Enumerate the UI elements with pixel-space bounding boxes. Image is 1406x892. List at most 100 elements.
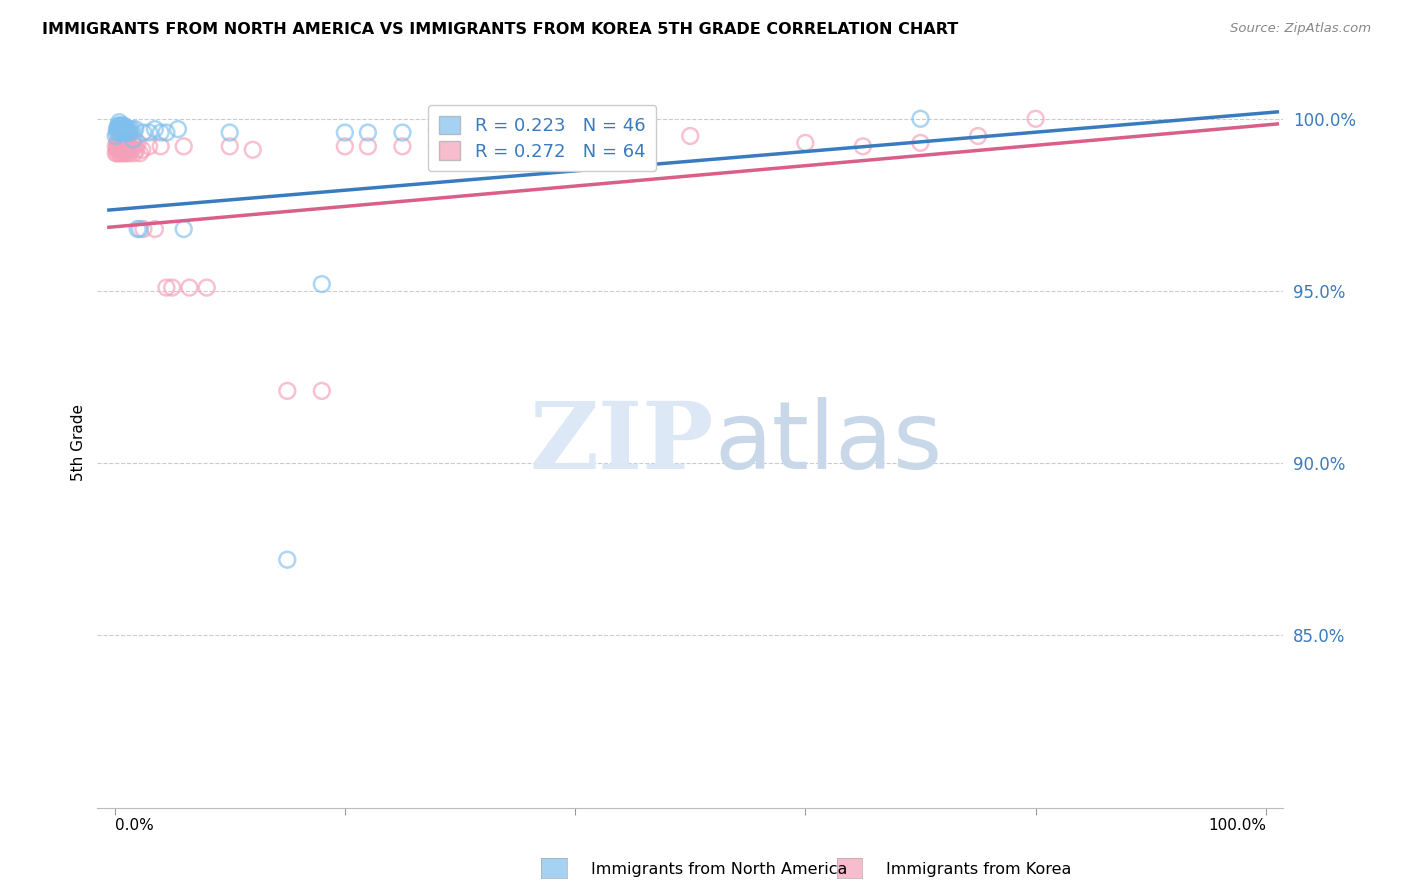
Point [117, 126, 139, 140]
Point [160, 280, 183, 294]
Point [118, 122, 141, 136]
Point [107, 136, 129, 150]
Point [218, 139, 240, 153]
Point [333, 139, 356, 153]
Point [107, 122, 129, 136]
Point [105, 122, 128, 136]
Point [110, 136, 132, 150]
Point [121, 122, 143, 136]
Point [108, 139, 131, 153]
Point [115, 136, 138, 150]
Point [115, 122, 138, 136]
Point [173, 139, 195, 153]
Point [114, 126, 136, 140]
Point [107, 143, 129, 157]
Point [114, 139, 136, 153]
Point [117, 139, 139, 153]
Point [426, 122, 449, 136]
Point [391, 126, 413, 140]
Point [426, 139, 449, 153]
Point [104, 139, 127, 153]
Point [333, 126, 356, 140]
Point [114, 122, 136, 136]
Legend: R = 0.223   N = 46, R = 0.272   N = 64: R = 0.223 N = 46, R = 0.272 N = 64 [427, 104, 657, 171]
Point [129, 222, 152, 236]
Point [114, 146, 136, 161]
Point [967, 128, 990, 143]
Point [107, 139, 129, 153]
Point [143, 122, 166, 136]
Point [138, 126, 160, 140]
Point [115, 126, 138, 140]
Point [111, 119, 134, 133]
Point [276, 384, 298, 398]
Text: Immigrants from North America: Immigrants from North America [591, 863, 846, 877]
Point [104, 128, 127, 143]
Point [110, 122, 132, 136]
Point [125, 143, 148, 157]
Point [111, 146, 134, 161]
Point [131, 143, 153, 157]
Point [132, 126, 155, 140]
Point [110, 146, 132, 161]
Point [117, 122, 139, 136]
Point [105, 136, 128, 150]
Point [391, 139, 413, 153]
Point [122, 146, 145, 161]
Point [110, 126, 132, 140]
Point [110, 143, 132, 157]
Point [108, 126, 131, 140]
Point [1025, 112, 1047, 126]
Point [117, 143, 139, 157]
Point [794, 136, 817, 150]
Point [679, 128, 702, 143]
Point [129, 146, 152, 161]
Point [127, 222, 149, 236]
Point [311, 384, 333, 398]
Point [104, 146, 127, 161]
Point [108, 119, 131, 133]
Point [120, 139, 142, 153]
Point [112, 143, 135, 157]
Point [118, 146, 141, 161]
Point [506, 139, 529, 153]
Point [218, 126, 240, 140]
Text: atlas: atlas [714, 397, 942, 489]
Point [110, 139, 132, 153]
Point [110, 136, 132, 150]
Point [155, 126, 177, 140]
Point [311, 277, 333, 292]
Point [117, 146, 139, 161]
Point [117, 136, 139, 150]
Point [910, 136, 932, 150]
Point [122, 132, 145, 146]
Point [155, 280, 177, 294]
Text: ZIP: ZIP [530, 398, 714, 488]
Point [112, 119, 135, 133]
Point [179, 280, 201, 294]
Point [110, 126, 132, 140]
Point [852, 139, 875, 153]
Point [124, 122, 146, 136]
Point [121, 143, 143, 157]
Point [110, 119, 132, 133]
Point [107, 119, 129, 133]
Point [105, 126, 128, 140]
Point [149, 139, 172, 153]
Text: IMMIGRANTS FROM NORTH AMERICA VS IMMIGRANTS FROM KOREA 5TH GRADE CORRELATION CHA: IMMIGRANTS FROM NORTH AMERICA VS IMMIGRA… [42, 22, 959, 37]
Y-axis label: 5th Grade: 5th Grade [72, 404, 86, 481]
Point [138, 139, 160, 153]
Point [195, 280, 218, 294]
Point [105, 143, 128, 157]
Point [124, 139, 146, 153]
Point [122, 136, 145, 150]
Point [173, 222, 195, 236]
Point [564, 139, 586, 153]
Point [127, 136, 149, 150]
Point [276, 552, 298, 566]
Point [242, 143, 264, 157]
Text: Source: ZipAtlas.com: Source: ZipAtlas.com [1230, 22, 1371, 36]
Point [111, 122, 134, 136]
Text: Immigrants from Korea: Immigrants from Korea [886, 863, 1071, 877]
Point [108, 143, 131, 157]
